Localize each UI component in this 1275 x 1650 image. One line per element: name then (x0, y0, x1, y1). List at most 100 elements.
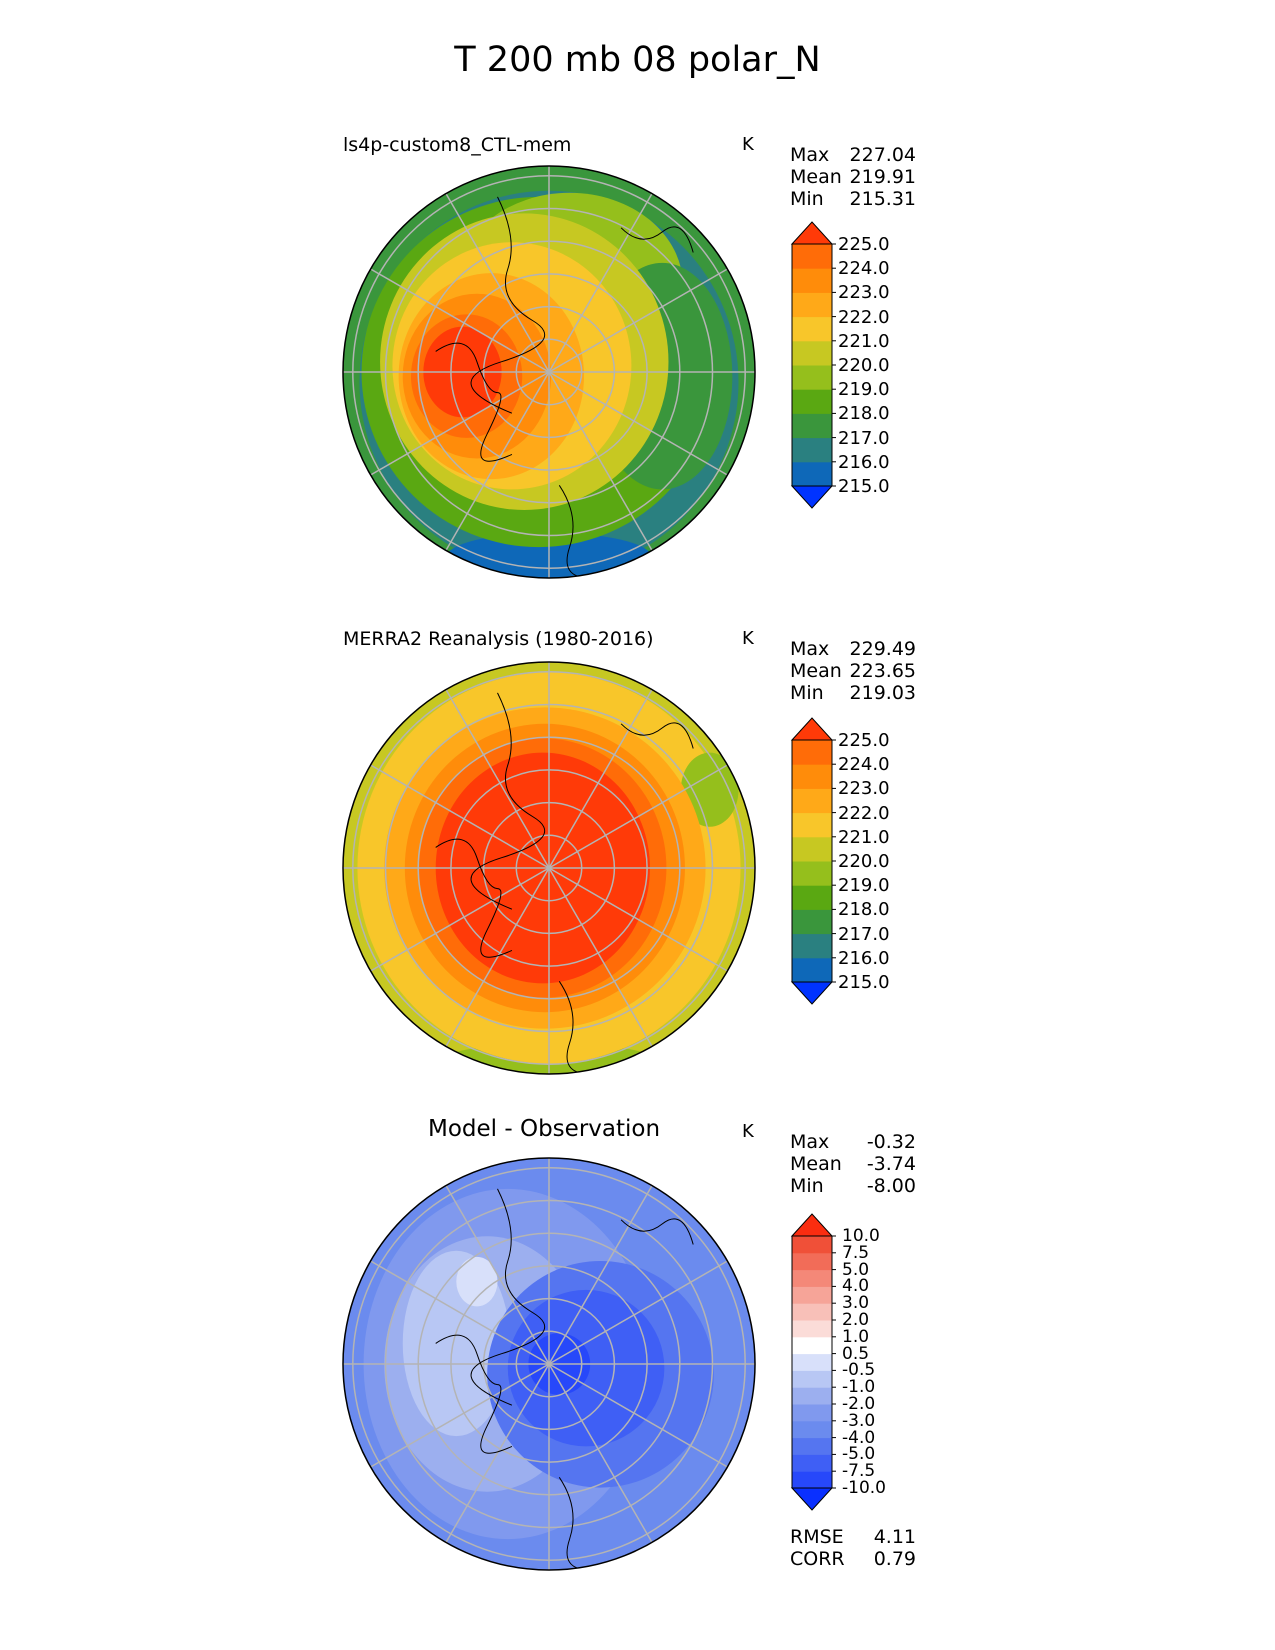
colorbar-tick-label: -3.0 (842, 1410, 876, 1431)
longitude-gridline (370, 867, 550, 972)
colorbar-tick-label: 220.0 (838, 851, 890, 872)
longitude-gridline (548, 689, 653, 869)
panel-3-max-value: -0.32 (866, 1131, 916, 1153)
longitude-gridline (370, 268, 550, 373)
longitude-gridline (548, 1185, 653, 1365)
colorbar-tick-label: 1.0 (842, 1326, 870, 1347)
panel-3-mean-value: -3.74 (866, 1153, 916, 1175)
colorbar-segment (792, 1370, 832, 1388)
map-panel-3 (343, 1158, 755, 1570)
panel-1-max-value: 227.04 (849, 144, 916, 166)
colorbar-tick-label: 216.0 (838, 947, 890, 969)
colorbar-segment (792, 340, 832, 366)
colorbar-extend-bottom (790, 1487, 834, 1511)
colorbar-tick-label: 221.0 (838, 330, 890, 352)
colorbar-segment (792, 836, 832, 862)
colorbar-tick-label: 10.0 (842, 1226, 880, 1246)
colorbar-segment (792, 389, 832, 414)
colorbar-tick-label: 215.0 (838, 972, 890, 993)
colorbar-1 (790, 221, 836, 509)
colorbar-tick-label: 215.0 (838, 476, 890, 497)
colorbar-segment (792, 764, 832, 789)
longitude-gridline (548, 764, 728, 869)
longitude-gridline (548, 867, 653, 1047)
colorbar-tick-label: 220.0 (838, 355, 890, 376)
panel-3-units: K (742, 1121, 754, 1142)
colorbar-tick-label: 217.0 (838, 923, 890, 945)
colorbar-tick-label: 2.0 (842, 1310, 870, 1330)
panel-3-rmse-label: RMSE (790, 1526, 844, 1548)
longitude-gridline (445, 867, 550, 1047)
colorbar-segment (792, 861, 832, 886)
panel-1-max-label: Max (790, 144, 830, 166)
colorbar-segment (792, 1471, 832, 1489)
colorbar-tick-label: 223.0 (838, 778, 890, 800)
colorbar-extend-top (790, 1213, 834, 1237)
colorbar-tick-label: -2.0 (842, 1394, 876, 1414)
colorbar-tick-label: -7.5 (842, 1461, 876, 1482)
panel-2-min-label: Min (790, 682, 824, 704)
colorbar-segment (792, 1404, 832, 1422)
colorbar-tick-label: 223.0 (838, 282, 890, 304)
colorbar-segment (792, 437, 832, 463)
longitude-gridline (548, 193, 653, 373)
longitude-gridline (548, 867, 728, 972)
colorbar-tick-label: 222.0 (838, 306, 890, 328)
colorbar-segment (792, 1303, 832, 1321)
panel-2-max-label: Max (790, 638, 830, 660)
colorbar-segment (792, 1420, 832, 1439)
coastline (435, 1188, 694, 1570)
map-panel-1 (343, 166, 755, 578)
panel-1-mean-label: Mean (790, 166, 842, 188)
panel-2-mean-label: Mean (790, 660, 842, 682)
colorbar-segment (792, 316, 832, 342)
colorbar-tick-label: 0.5 (842, 1343, 870, 1364)
panel-3-corr-label: CORR (790, 1548, 845, 1570)
colorbar-segment (792, 1437, 832, 1455)
colorbar-segment (792, 292, 832, 318)
map-frame (342, 1157, 756, 1571)
colorbar-tick-label: 222.0 (838, 802, 890, 824)
longitude-gridline (548, 268, 728, 373)
colorbar-segment (792, 1252, 832, 1271)
colorbar-tick-label: 224.0 (838, 258, 890, 280)
longitude-gridline (548, 371, 653, 551)
colorbar-tick-label: -4.0 (842, 1427, 876, 1448)
longitude-gridline (548, 1260, 728, 1365)
longitude-gridline (370, 371, 550, 476)
colorbar-tick-label: -1.0 (842, 1377, 876, 1398)
panel-1-title: ls4p-custom8_CTL-mem (343, 134, 572, 156)
map-frame (342, 661, 756, 1075)
panel-3-corr-value: 0.79 (873, 1548, 916, 1570)
longitude-gridline (548, 1363, 653, 1543)
longitude-gridline (445, 371, 550, 551)
colorbar-tick-label: 216.0 (838, 451, 890, 473)
colorbar-segment (792, 909, 832, 935)
panel-3-mean-label: Mean (790, 1153, 842, 1175)
longitude-gridline (370, 764, 550, 869)
colorbar-extend-top (790, 717, 834, 741)
colorbar-segment (792, 1286, 832, 1304)
colorbar-segment (792, 1336, 832, 1355)
colorbar-segment (792, 268, 832, 293)
panel-3-min-label: Min (790, 1175, 824, 1197)
colorbar-segment (792, 413, 832, 439)
panel-2-title: MERRA2 Reanalysis (1980-2016) (343, 628, 654, 650)
colorbar-tick-label: 218.0 (838, 403, 890, 425)
panel-3-title: Model - Observation (428, 1116, 661, 1142)
colorbar-tick-label: 7.5 (842, 1242, 870, 1263)
colorbar-segment (792, 244, 832, 269)
contour-region (680, 752, 739, 827)
colorbar-tick-label: 219.0 (838, 875, 890, 897)
colorbar-segment (792, 933, 832, 959)
colorbar-segment (792, 1320, 832, 1338)
colorbar-segment (792, 788, 832, 814)
colorbar-segment (792, 1236, 832, 1254)
colorbar-segment (792, 1353, 832, 1371)
panel-2-units: K (742, 628, 754, 649)
panel-1-min-value: 215.31 (849, 188, 916, 210)
coastline (435, 196, 694, 578)
colorbar-extend-bottom (790, 485, 834, 509)
colorbar-segment (792, 740, 832, 765)
colorbar-segment (792, 812, 832, 838)
